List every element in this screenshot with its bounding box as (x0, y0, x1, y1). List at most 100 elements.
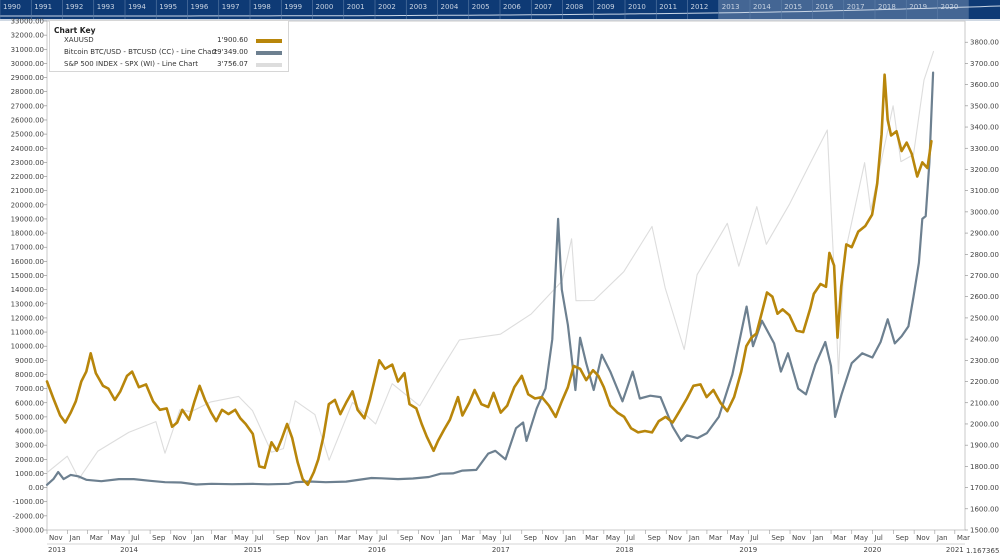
left-tick-label: 16000.00 (11, 258, 44, 266)
navigator-year-label[interactable]: 2015 (784, 3, 802, 11)
navigator-year-label[interactable]: 2017 (847, 3, 865, 11)
navigator-year-label[interactable]: 1992 (66, 3, 84, 11)
left-tick-label: 22000.00 (11, 173, 44, 181)
left-tick-label: 4000.00 (15, 428, 44, 436)
month-tick-label: Jul (254, 534, 264, 542)
left-tick-label: 29000.00 (11, 74, 44, 82)
month-tick-label: May (358, 534, 372, 542)
right-tick-label: 2800.00 (970, 251, 999, 259)
month-tick-label: May (854, 534, 868, 542)
year-label: 2014 (120, 546, 138, 554)
right-tick-label: 1600.00 (970, 505, 999, 513)
right-tick-label: 3700.00 (970, 60, 999, 68)
right-tick-label: 3400.00 (970, 124, 999, 132)
month-tick-label: Mar (338, 534, 351, 542)
right-corner-label: 1.1673655 (966, 547, 1000, 555)
left-tick-label: 23000.00 (11, 159, 44, 167)
navigator-year-label[interactable]: 2000 (316, 3, 334, 11)
month-tick-label: May (110, 534, 124, 542)
left-tick-label: -3000.00 (13, 527, 44, 535)
date-axis: Nov Jan Mar May Jul Sep Nov Jan Mar May Jul Sep Nov J… (46, 530, 970, 554)
navigator-year-label[interactable]: 2019 (909, 3, 927, 11)
left-tick-label: 11000.00 (11, 329, 44, 337)
navigator-year-label[interactable]: 2001 (347, 3, 365, 11)
navigator-year-label[interactable]: 1994 (128, 3, 146, 11)
navigator-year-label[interactable]: 2007 (534, 3, 552, 11)
legend-value: 3'756.07 (217, 60, 248, 68)
legend-row-xauusd[interactable]: XAUUSD 1'900.60 (50, 36, 290, 46)
right-tick-label: 2000.00 (970, 420, 999, 428)
chart-key: Chart Key XAUUSD 1'900.60 Bitcoin BTC/US… (49, 20, 289, 72)
left-tick-label: 6000.00 (15, 399, 44, 407)
chart-key-title: Chart Key (54, 26, 96, 35)
navigator-year-label[interactable]: 2009 (597, 3, 615, 11)
left-tick-label: 32000.00 (11, 32, 44, 40)
right-axis: 1500.00 1600.00 1700.00 1800.00 1900.00 2000.… (965, 39, 1000, 555)
month-tick-label: Nov (421, 534, 435, 542)
year-label: 2020 (864, 546, 882, 554)
left-tick-label: -2000.00 (13, 512, 44, 520)
navigator-year-label[interactable]: 1999 (284, 3, 302, 11)
navigator-year-label[interactable]: 1998 (253, 3, 271, 11)
navigator-year-label[interactable]: 1996 (191, 3, 209, 11)
navigator-year-label[interactable]: 1990 (3, 3, 21, 11)
navigator-year-label[interactable]: 2004 (441, 3, 459, 11)
month-tick-label: Jul (873, 534, 883, 542)
month-tick-label: Mar (90, 534, 103, 542)
month-tick-label: Nov (173, 534, 187, 542)
year-label: 2017 (492, 546, 510, 554)
navigator-year-label[interactable]: 1993 (97, 3, 115, 11)
navigator-year-label[interactable]: 2006 (503, 3, 521, 11)
navigator-year-label[interactable]: 2005 (472, 3, 490, 11)
year-label: 2015 (244, 546, 262, 554)
navigator-year-label[interactable]: 2011 (659, 3, 677, 11)
month-tick-label: Mar (709, 534, 722, 542)
navigator-year-label[interactable]: 2020 (941, 3, 959, 11)
navigator-year-label[interactable]: 2013 (722, 3, 740, 11)
legend-row-bitcoin[interactable]: Bitcoin BTC/USD - BTCUSD (CC) - Line Cha… (50, 48, 290, 58)
month-tick-label: Sep (400, 534, 414, 542)
left-tick-label: 26000.00 (11, 116, 44, 124)
month-tick-label: May (606, 534, 620, 542)
right-tick-label: 3600.00 (970, 81, 999, 89)
legend-label: S&P 500 INDEX - SPX (WI) - Line Chart (64, 60, 198, 68)
month-tick-label: Sep (648, 534, 662, 542)
right-tick-label: 3000.00 (970, 208, 999, 216)
navigator-year-label[interactable]: 2018 (878, 3, 896, 11)
year-label: 2016 (368, 546, 386, 554)
left-tick-label: 33000.00 (11, 18, 44, 26)
left-tick-label: 0.00 (28, 484, 44, 492)
navigator-year-label[interactable]: 2002 (378, 3, 396, 11)
month-tick-label: Sep (895, 534, 909, 542)
legend-value: 1'900.60 (217, 36, 248, 44)
navigator-year-label[interactable]: 2003 (409, 3, 427, 11)
legend-label: Bitcoin BTC/USD - BTCUSD (CC) - Line Cha… (64, 48, 218, 56)
navigator-year-label[interactable]: 2016 (816, 3, 834, 11)
left-tick-label: 8000.00 (15, 371, 44, 379)
navigator-year-label[interactable]: 2012 (691, 3, 709, 11)
navigator-year-label[interactable]: 1997 (222, 3, 240, 11)
left-tick-label: 15000.00 (11, 272, 44, 280)
navigator-year-label[interactable]: 2008 (566, 3, 584, 11)
month-tick-label: Mar (461, 534, 474, 542)
series-line-1[interactable] (45, 71, 935, 486)
legend-swatch (256, 51, 282, 55)
navigator-year-label[interactable]: 1995 (159, 3, 177, 11)
left-tick-label: 24000.00 (11, 145, 44, 153)
left-axis: -3000.00 -2000.00 -1000.00 0.00 1000.00 2000.… (11, 18, 47, 535)
legend-swatch (256, 39, 282, 43)
left-tick-label: 7000.00 (15, 385, 44, 393)
month-tick-label: Nov (49, 534, 63, 542)
navigator-year-label[interactable]: 2010 (628, 3, 646, 11)
range-navigator[interactable]: 1990 1991 1992 1993 1994 1995 1996 1997 1998 1999… (0, 0, 1000, 21)
right-tick-label: 2200.00 (970, 378, 999, 386)
left-tick-label: 3000.00 (15, 442, 44, 450)
right-tick-label: 1900.00 (970, 442, 999, 450)
month-tick-label: Nov (916, 534, 930, 542)
navigator-year-label[interactable]: 1991 (34, 3, 52, 11)
legend-row-sp500[interactable]: S&P 500 INDEX - SPX (WI) - Line Chart 3'… (50, 60, 290, 70)
navigator-year-label[interactable]: 2014 (753, 3, 771, 11)
month-tick-label: May (482, 534, 496, 542)
series-line-0[interactable] (45, 73, 933, 487)
